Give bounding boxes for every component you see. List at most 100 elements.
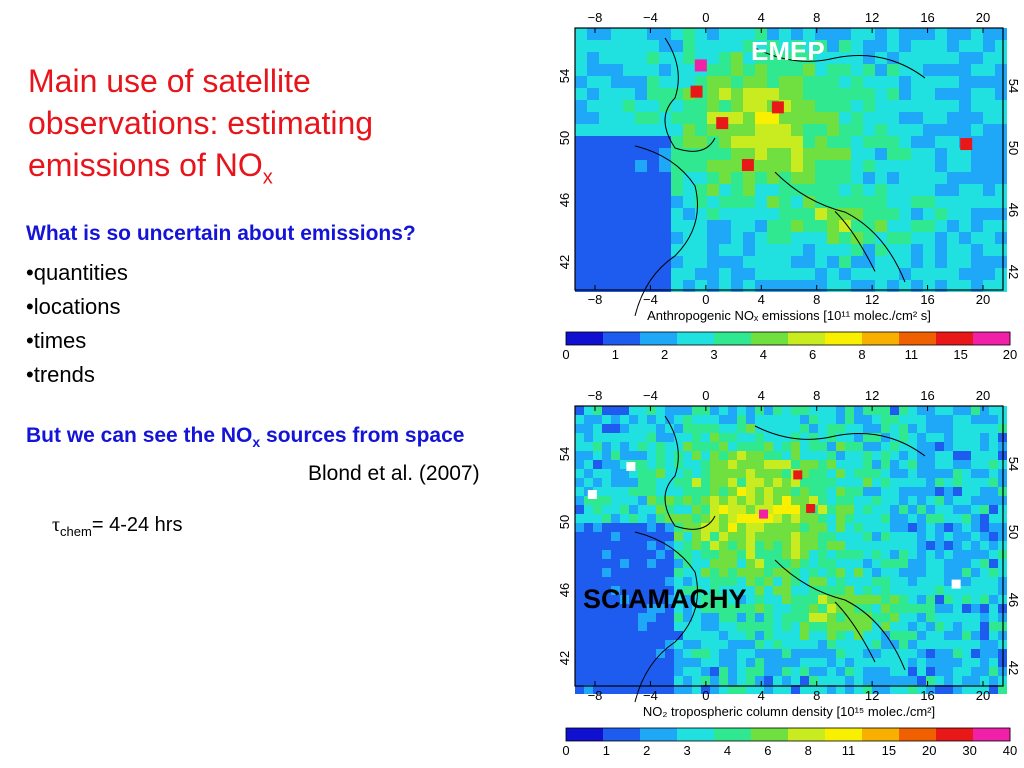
- colorbar-caption: Anthropogenic NOₓ emissions [10¹¹ molec.…: [647, 308, 931, 323]
- colorbar-tick-label: 40: [1003, 743, 1017, 758]
- lon-tick-label: 0: [702, 388, 709, 403]
- lon-tick-label: 8: [813, 292, 820, 307]
- lon-tick-label: −4: [643, 10, 658, 25]
- lon-tick-label: −8: [588, 10, 603, 25]
- colorbar-tick-label: 15: [882, 743, 896, 758]
- title-subscript: x: [262, 166, 273, 189]
- colorbar-tick-label: 4: [760, 347, 767, 362]
- lon-tick-label: 20: [976, 10, 990, 25]
- colorbar-tick-label: 8: [858, 347, 865, 362]
- emep-map-panel: −8 −8 −4 −4 0 0 4 4 8 8 12 12 16 16 20 20 54 54 50 50 46 46 42…: [550, 0, 1024, 384]
- colorbar-tick-label: 0: [562, 743, 569, 758]
- colorbar-tick-label: 3: [683, 743, 690, 758]
- colorbar-tick-label: 30: [962, 743, 976, 758]
- lat-tick-label: 42: [1006, 661, 1021, 675]
- emep-map: −8−8−4−400448812121616202054545050464642…: [557, 10, 1021, 362]
- colorbar: [565, 331, 1011, 346]
- lon-tick-label: 4: [758, 688, 765, 703]
- colorbar-tick-label: 11: [905, 347, 919, 362]
- lon-tick-label: 16: [920, 688, 934, 703]
- sciamachy-map-panel: −8 −8 −4 −4 0 0 4 4 8 8 12 12 16 16 20 20 54 54 50 50 46 46 42…: [550, 384, 1024, 768]
- list-item: quantities: [26, 256, 128, 290]
- lon-tick-label: −4: [643, 688, 658, 703]
- lon-tick-label: 8: [813, 10, 820, 25]
- lon-tick-label: 20: [976, 388, 990, 403]
- uncertainty-list: quantities locations times trends: [26, 256, 128, 392]
- colorbar-tick-label: 20: [1003, 347, 1017, 362]
- lon-tick-label: 8: [813, 388, 820, 403]
- lon-tick-label: 4: [758, 10, 765, 25]
- lon-tick-label: 12: [865, 10, 879, 25]
- colorbar-tick-label: 1: [612, 347, 619, 362]
- lon-tick-label: 0: [702, 688, 709, 703]
- see-prefix: But we can see the NO: [26, 424, 253, 447]
- colorbar-tick-label: 15: [953, 347, 967, 362]
- lat-tick-label: 50: [557, 131, 572, 145]
- lon-tick-label: 8: [813, 688, 820, 703]
- lat-tick-label: 54: [1006, 457, 1021, 471]
- colorbar-tick-label: 4: [724, 743, 731, 758]
- lat-tick-label: 50: [1006, 141, 1021, 155]
- list-item: trends: [26, 358, 128, 392]
- lon-tick-label: 20: [976, 688, 990, 703]
- tau-symbol: τ: [52, 514, 61, 536]
- colorbar-tick-label: 2: [661, 347, 668, 362]
- title-main: Main use of satellite observations: esti…: [28, 63, 374, 183]
- lon-tick-label: 4: [758, 388, 765, 403]
- lon-tick-label: 16: [920, 388, 934, 403]
- lat-tick-label: 46: [1006, 593, 1021, 607]
- lon-tick-label: 0: [702, 10, 709, 25]
- list-item: locations: [26, 290, 128, 324]
- lifetime-formula: τchem= 4-24 hrs: [52, 514, 182, 539]
- field-cells: [575, 406, 1007, 694]
- field-cells: [575, 28, 1007, 292]
- lon-tick-label: −4: [643, 292, 658, 307]
- colorbar-tick-label: 11: [842, 743, 856, 758]
- list-item: times: [26, 324, 128, 358]
- lon-tick-label: 4: [758, 292, 765, 307]
- space-observation-heading: But we can see the NOx sources from spac…: [26, 420, 476, 458]
- lon-tick-label: 16: [920, 292, 934, 307]
- lat-tick-label: 54: [557, 447, 572, 461]
- lat-tick-label: 54: [1006, 79, 1021, 93]
- lon-tick-label: −8: [588, 688, 603, 703]
- lon-tick-label: 0: [702, 292, 709, 307]
- uncertainty-question: What is so uncertain about emissions?: [26, 222, 416, 245]
- lon-tick-label: −4: [643, 388, 658, 403]
- lon-tick-label: 12: [865, 292, 879, 307]
- lat-tick-label: 42: [1006, 265, 1021, 279]
- slide-title: Main use of satellite observations: esti…: [28, 60, 498, 198]
- lat-tick-label: 50: [1006, 525, 1021, 539]
- colorbar-tick-label: 6: [764, 743, 771, 758]
- citation: Blond et al. (2007): [308, 462, 480, 485]
- sciamachy-map: −8−8−4−400448812121616202054545050464642…: [557, 388, 1021, 758]
- lon-tick-label: −8: [588, 292, 603, 307]
- see-subscript: x: [252, 434, 261, 451]
- colorbar-tick-label: 2: [643, 743, 650, 758]
- colorbar-tick-label: 20: [922, 743, 936, 758]
- tau-subscript: chem: [60, 524, 92, 539]
- lon-tick-label: 12: [865, 688, 879, 703]
- colorbar-caption: NO₂ tropospheric column density [10¹⁵ mo…: [643, 704, 935, 719]
- lat-tick-label: 42: [557, 255, 572, 269]
- lon-tick-label: 20: [976, 292, 990, 307]
- lat-tick-label: 46: [557, 193, 572, 207]
- lat-tick-label: 54: [557, 69, 572, 83]
- emep-label: EMEP: [751, 36, 825, 66]
- lon-tick-label: −8: [588, 388, 603, 403]
- lat-tick-label: 46: [557, 583, 572, 597]
- lon-tick-label: 16: [920, 10, 934, 25]
- lat-tick-label: 46: [1006, 203, 1021, 217]
- lat-tick-label: 50: [557, 515, 572, 529]
- lon-tick-label: 12: [865, 388, 879, 403]
- tau-value: = 4-24 hrs: [91, 514, 183, 536]
- colorbar: [565, 727, 1011, 742]
- colorbar-tick-label: 6: [809, 347, 816, 362]
- colorbar-tick-label: 0: [562, 347, 569, 362]
- colorbar-tick-label: 8: [805, 743, 812, 758]
- colorbar-tick-label: 1: [603, 743, 610, 758]
- colorbar-tick-label: 3: [710, 347, 717, 362]
- lat-tick-label: 42: [557, 651, 572, 665]
- sciamachy-label: SCIAMACHY: [583, 584, 747, 614]
- see-suffix: sources from space: [260, 424, 465, 447]
